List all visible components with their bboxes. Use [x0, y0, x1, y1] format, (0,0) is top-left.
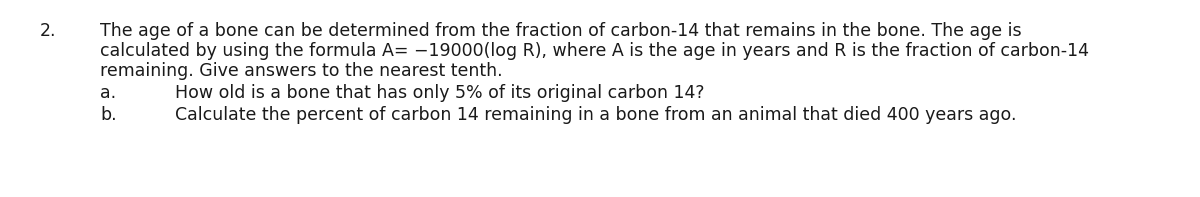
Text: The age of a bone can be determined from the fraction of carbon-14 that remains : The age of a bone can be determined from…	[100, 22, 1021, 40]
Text: a.: a.	[100, 84, 116, 102]
Text: remaining. Give answers to the nearest tenth.: remaining. Give answers to the nearest t…	[100, 62, 503, 80]
Text: How old is a bone that has only 5% of its original carbon 14?: How old is a bone that has only 5% of it…	[175, 84, 704, 102]
Text: Calculate the percent of carbon 14 remaining in a bone from an animal that died : Calculate the percent of carbon 14 remai…	[175, 106, 1016, 124]
Text: calculated by using the formula A= −19000(log R), where A is the age in years an: calculated by using the formula A= −1900…	[100, 42, 1090, 60]
Text: 2.: 2.	[40, 22, 56, 40]
Text: b.: b.	[100, 106, 116, 124]
